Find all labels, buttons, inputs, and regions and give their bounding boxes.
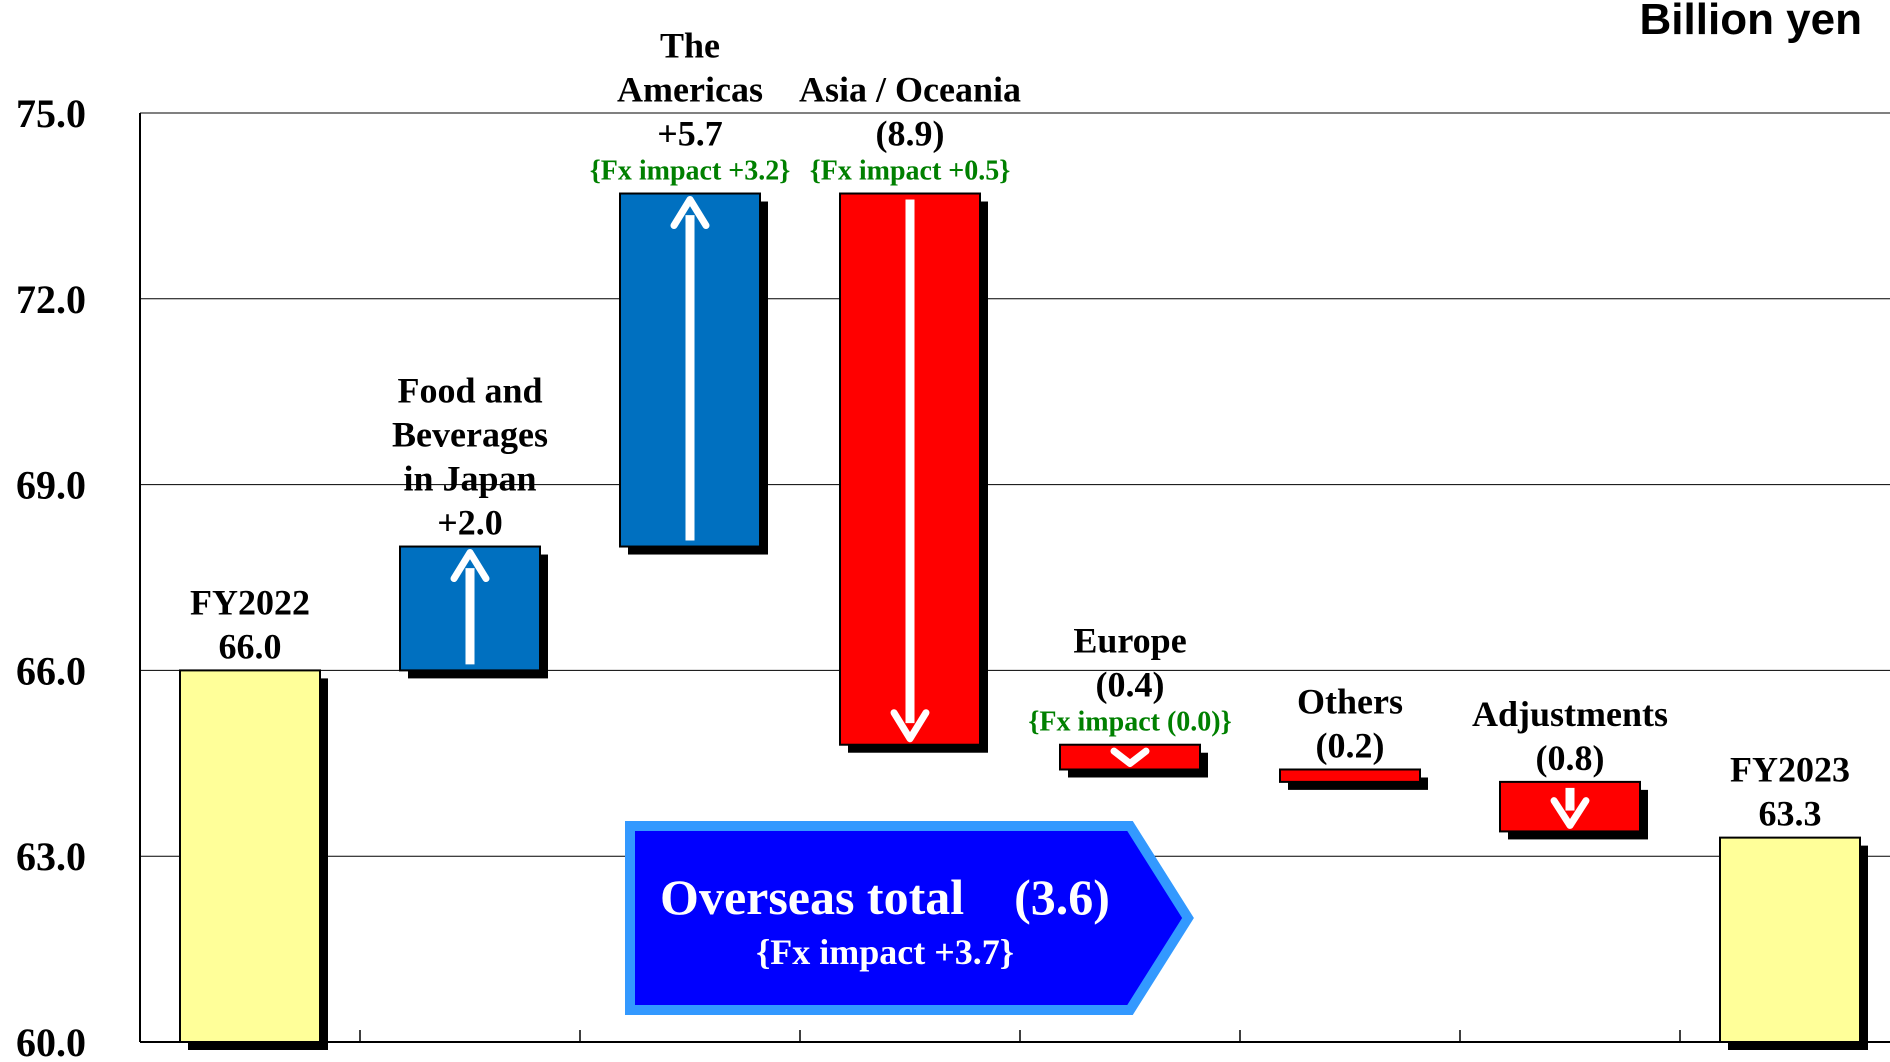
bar-label: +5.7 bbox=[657, 114, 723, 154]
bar-label: FY2022 bbox=[190, 582, 310, 622]
y-axis: 75.0 72.0 69.0 66.0 63.0 60.0 bbox=[16, 91, 1890, 1062]
bar-label: 63.3 bbox=[1759, 794, 1822, 834]
bar-label: (0.8) bbox=[1536, 738, 1605, 778]
unit-label: Billion yen bbox=[1640, 0, 1862, 44]
bar-label: +2.0 bbox=[437, 503, 503, 543]
overseas-total-callout: Overseas total (3.6) {Fx impact +3.7} bbox=[625, 821, 1194, 1015]
bar-label: (8.9) bbox=[876, 114, 945, 154]
bar-arrow-head bbox=[670, 196, 710, 230]
bars bbox=[179, 192, 1868, 1050]
bar-label: FY2023 bbox=[1730, 750, 1850, 790]
bar-label: Americas bbox=[617, 70, 763, 110]
bar-label: The bbox=[660, 26, 720, 66]
bar-arrow-head bbox=[450, 549, 490, 583]
bar-label: in Japan bbox=[403, 459, 536, 499]
bar-label: Europe bbox=[1073, 621, 1186, 661]
fx-impact-label: {Fx impact (0.0)} bbox=[1028, 707, 1231, 738]
y-tick-label: 72.0 bbox=[16, 277, 86, 322]
y-tick-label: 69.0 bbox=[16, 463, 86, 508]
bar-label: (0.2) bbox=[1316, 725, 1385, 765]
y-tick-label: 63.0 bbox=[16, 834, 86, 879]
bar-arrow-head bbox=[1550, 797, 1590, 829]
bar-label: Asia / Oceania bbox=[799, 70, 1021, 110]
callout-title: Overseas total (3.6) bbox=[660, 869, 1110, 925]
fx-impact-label: {Fx impact +0.5} bbox=[810, 156, 1011, 187]
bar-arrow-head bbox=[1110, 747, 1150, 767]
bar bbox=[1719, 836, 1861, 1043]
callout-subtitle: {Fx impact +3.7} bbox=[756, 932, 1014, 972]
y-tick-label: 60.0 bbox=[16, 1020, 86, 1062]
bar bbox=[179, 669, 321, 1044]
bar-label: 66.0 bbox=[219, 626, 282, 666]
y-tick-label: 66.0 bbox=[16, 648, 86, 693]
bar-label: Adjustments bbox=[1472, 694, 1668, 734]
fx-impact-label: {Fx impact +3.2} bbox=[590, 156, 791, 187]
bar-arrow-head bbox=[890, 709, 930, 743]
bar bbox=[1279, 768, 1421, 783]
bar-label: (0.4) bbox=[1096, 665, 1165, 705]
bar-label: Beverages bbox=[392, 415, 548, 455]
bar-label: Others bbox=[1297, 681, 1403, 721]
callout-arrow-shape bbox=[625, 821, 1194, 1015]
y-tick-label: 75.0 bbox=[16, 91, 86, 136]
bar-label: Food and bbox=[397, 371, 542, 411]
